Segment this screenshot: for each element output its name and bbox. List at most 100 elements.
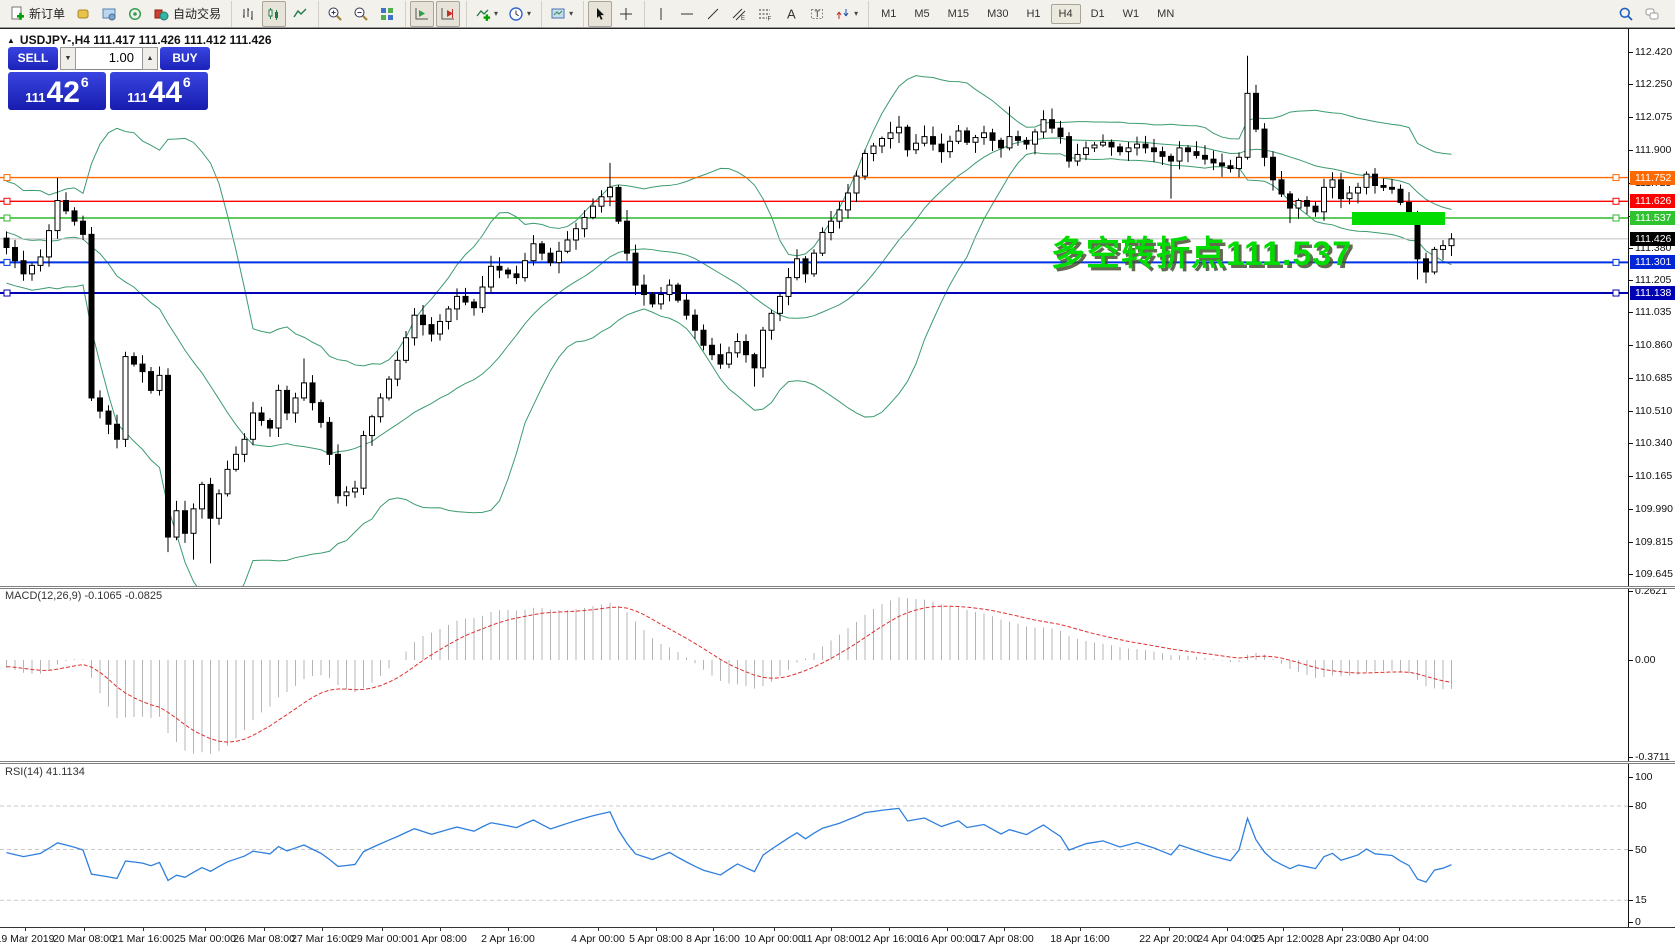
candle-chart-button[interactable] — [262, 0, 287, 27]
line-chart-button[interactable] — [288, 1, 312, 27]
time-axis[interactable]: 19 Mar 2019 20 Mar 08:00 21 Mar 16:00 25 Ma… — [0, 927, 1675, 948]
price-axis[interactable]: 112.420112.250112.075111.900111.725111.5… — [1628, 29, 1675, 948]
svg-text:E: E — [741, 16, 745, 22]
toolbar: 新订单 自动交易 ▾ ▾ ▾ E F A T ▾ M1 M5 M15 M30 H1 H4 D1 W1 MN — [0, 0, 1675, 28]
line-anchor-marker[interactable] — [1612, 214, 1620, 222]
auto-scroll-button[interactable] — [410, 0, 435, 27]
pane-separator[interactable] — [0, 586, 1675, 589]
candle-body — [1040, 119, 1047, 133]
time-axis-label: 2 Apr 16:00 — [481, 933, 535, 945]
candle-body — [131, 356, 137, 365]
tile-windows-button[interactable] — [375, 1, 399, 27]
new-indicator-button[interactable]: ▾ — [471, 1, 502, 27]
timeframe-button-m30[interactable]: M30 — [987, 7, 1009, 20]
chat-button[interactable] — [1640, 1, 1664, 27]
text-label-button[interactable]: T — [805, 1, 829, 27]
line-anchor-marker[interactable] — [1612, 289, 1620, 297]
candle-body — [1083, 147, 1089, 155]
timeframe-button-h1[interactable]: H1 — [1026, 7, 1041, 20]
line-anchor-marker[interactable] — [1612, 258, 1620, 266]
line-anchor-marker[interactable] — [3, 258, 11, 266]
volume-increase-icon[interactable]: ▲ — [142, 47, 158, 70]
candle-body — [352, 487, 358, 493]
time-axis-tick — [656, 928, 657, 931]
line-anchor-marker[interactable] — [3, 214, 11, 222]
sell-price-figure: 111 — [25, 90, 46, 105]
zoom-out-button[interactable] — [349, 1, 373, 27]
toolbar-group — [318, 0, 403, 27]
axis-tick — [1629, 280, 1633, 282]
arrows-button[interactable]: ▾ — [831, 1, 862, 27]
chart-canvas[interactable] — [0, 29, 1675, 948]
macd-pane[interactable] — [6, 597, 1452, 754]
sell-price-display[interactable]: 111 42 6 — [8, 72, 106, 110]
main-price-pane[interactable] — [0, 55, 1628, 615]
volume-field[interactable]: 1.00 — [76, 47, 142, 70]
text-button[interactable]: A — [779, 1, 803, 27]
volume-stepper[interactable]: ▼ 1.00 ▲ — [60, 47, 158, 70]
dropdown-arrow-icon[interactable]: ▾ — [527, 9, 532, 18]
profiles-button[interactable] — [97, 1, 121, 27]
timeframe-button-m15[interactable]: M15 — [947, 7, 970, 20]
cursor-button[interactable] — [588, 0, 613, 27]
axis-tick — [1629, 83, 1633, 85]
candle-body — [768, 312, 775, 331]
candle-body — [1100, 141, 1106, 146]
candle-body — [828, 220, 834, 233]
time-axis-tick — [84, 928, 85, 931]
candle-body — [649, 294, 656, 305]
line-anchor-marker[interactable] — [3, 197, 11, 205]
time-axis-tick — [440, 928, 441, 931]
dropdown-arrow-icon[interactable]: ▾ — [854, 9, 859, 18]
buy-price-display[interactable]: 111 44 6 — [110, 72, 208, 110]
candle-body — [1219, 162, 1225, 167]
new-order-button[interactable]: 新订单 — [5, 1, 69, 27]
pane-separator[interactable] — [0, 761, 1675, 764]
candle-body — [683, 299, 690, 316]
buy-button[interactable]: BUY — [160, 47, 210, 70]
line-anchor-marker[interactable] — [1612, 174, 1620, 182]
volume-decrease-icon[interactable]: ▼ — [60, 47, 76, 70]
dropdown-arrow-icon[interactable]: ▾ — [569, 9, 574, 18]
line-anchor-marker[interactable] — [3, 289, 11, 297]
candle-body — [896, 126, 902, 134]
timeframe-button-h4[interactable]: H4 — [1050, 3, 1081, 24]
timeframe-button-d1[interactable]: D1 — [1090, 7, 1105, 20]
templates-button[interactable]: ▾ — [546, 1, 577, 27]
fibonacci-button[interactable]: F — [753, 1, 777, 27]
candle-body — [1210, 158, 1217, 164]
vertical-line-button[interactable] — [649, 1, 673, 27]
timeframe-button-w1[interactable]: W1 — [1122, 7, 1140, 20]
candle-body — [1006, 136, 1013, 149]
green-highlight-box[interactable] — [1352, 212, 1445, 225]
candle-body — [29, 264, 35, 275]
chart-shift-button[interactable] — [436, 0, 461, 27]
horizontal-line-button[interactable] — [675, 1, 699, 27]
zoom-in-button[interactable] — [323, 1, 347, 27]
candle-body — [462, 295, 469, 303]
equidistant-channel-button[interactable]: E — [727, 1, 751, 27]
signals-button[interactable] — [123, 1, 147, 27]
rsi-pane[interactable] — [0, 805, 1628, 901]
candle-body — [1074, 153, 1081, 162]
workspace-button[interactable] — [71, 1, 95, 27]
candle-body — [981, 132, 987, 139]
line-anchor-marker[interactable] — [3, 174, 11, 182]
search-button[interactable] — [1614, 1, 1638, 27]
auto-scroll-icon — [415, 7, 429, 19]
bollinger-band-line — [6, 137, 1452, 455]
candle-body — [428, 324, 435, 335]
bar-chart-button[interactable] — [236, 1, 260, 27]
candle-body — [326, 421, 333, 455]
book-icon — [77, 9, 89, 18]
sell-button[interactable]: SELL — [8, 47, 58, 70]
periods-button[interactable]: ▾ — [504, 1, 535, 27]
timeframe-button-mn[interactable]: MN — [1157, 7, 1175, 20]
dropdown-arrow-icon[interactable]: ▾ — [494, 9, 499, 18]
trendline-button[interactable] — [701, 1, 725, 27]
crosshair-button[interactable] — [614, 1, 638, 27]
line-anchor-marker[interactable] — [1612, 197, 1620, 205]
auto-trading-button[interactable]: 自动交易 — [149, 1, 225, 27]
timeframe-button-m1[interactable]: M1 — [881, 7, 897, 20]
timeframe-button-m5[interactable]: M5 — [914, 7, 930, 20]
